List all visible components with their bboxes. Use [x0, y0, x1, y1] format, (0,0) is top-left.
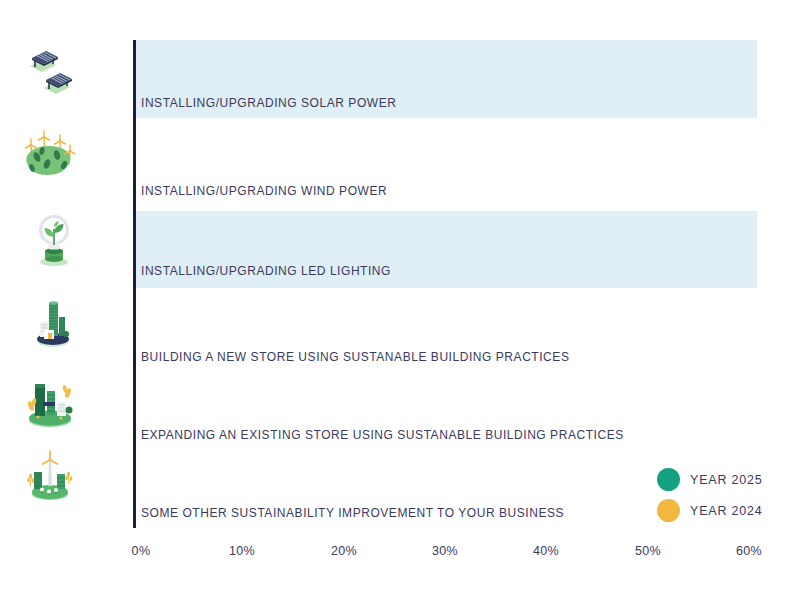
category-label-solar: INSTALLING/UPGRADING SOLAR POWER	[141, 95, 396, 111]
wind-turbines-icon	[20, 128, 76, 178]
x-tick-30: 30%	[432, 544, 458, 558]
category-label-expand-store: EXPANDING AN EXISTING STORE USING SUSTAN…	[141, 427, 624, 443]
category-label-new-store: BUILDING A NEW STORE USING SUSTANABLE BU…	[141, 349, 569, 365]
x-tick-20: 20%	[331, 544, 357, 558]
sustainability-survey-chart: INSTALLING/UPGRADING SOLAR POWER INSTALL…	[0, 0, 800, 600]
x-tick-50: 50%	[635, 544, 661, 558]
category-label-led: INSTALLING/UPGRADING LED LIGHTING	[141, 263, 391, 279]
x-tick-10: 10%	[229, 544, 255, 558]
solar-panels-icon	[28, 48, 78, 96]
x-tick-60: 60%	[736, 544, 762, 558]
legend-label-year-2024: YEAR 2024	[690, 504, 763, 518]
x-tick-0: 0%	[132, 544, 151, 558]
category-label-wind: INSTALLING/UPGRADING WIND POWER	[141, 183, 387, 199]
turbine-city-icon	[26, 448, 74, 502]
x-tick-40: 40%	[533, 544, 559, 558]
eco-city-icon	[24, 376, 76, 428]
legend-swatch-year-2025	[657, 468, 680, 491]
legend-label-year-2025: YEAR 2025	[690, 473, 763, 487]
green-tower-icon	[32, 297, 74, 349]
bulb-plant-icon	[34, 212, 74, 268]
y-axis-line	[133, 40, 136, 528]
category-label-other: SOME OTHER SUSTAINABILITY IMPROVEMENT TO…	[141, 505, 564, 521]
legend-swatch-year-2024	[657, 499, 680, 522]
